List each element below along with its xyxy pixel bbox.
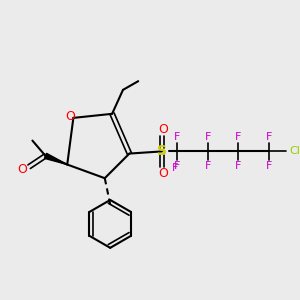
Text: O: O xyxy=(18,164,28,176)
Text: F: F xyxy=(266,160,272,170)
Polygon shape xyxy=(44,153,67,164)
Text: F: F xyxy=(174,132,180,142)
Text: F: F xyxy=(235,132,242,142)
Text: O: O xyxy=(158,167,168,180)
Text: S: S xyxy=(157,144,167,158)
Text: Cl: Cl xyxy=(289,146,300,156)
Text: F: F xyxy=(172,163,178,173)
Text: F: F xyxy=(205,160,211,170)
Text: F: F xyxy=(266,132,272,142)
Text: F: F xyxy=(205,132,211,142)
Text: F: F xyxy=(235,160,242,170)
Text: F: F xyxy=(174,160,180,170)
Text: O: O xyxy=(65,110,75,123)
Text: O: O xyxy=(158,123,168,136)
